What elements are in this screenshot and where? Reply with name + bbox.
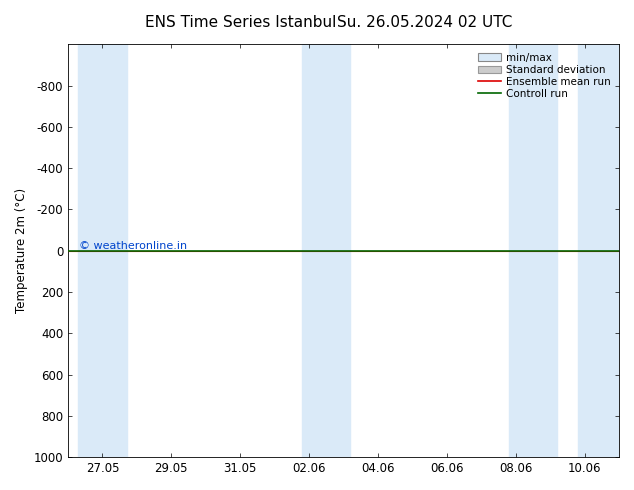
Bar	[79, 45, 127, 457]
Bar	[302, 45, 351, 457]
Text: Su. 26.05.2024 02 UTC: Su. 26.05.2024 02 UTC	[337, 15, 512, 30]
Text: © weatheronline.in: © weatheronline.in	[79, 241, 187, 251]
Bar	[509, 45, 557, 457]
Y-axis label: Temperature 2m (°C): Temperature 2m (°C)	[15, 188, 28, 313]
Legend: min/max, Standard deviation, Ensemble mean run, Controll run: min/max, Standard deviation, Ensemble me…	[475, 49, 614, 102]
Bar	[578, 45, 619, 457]
Text: ENS Time Series Istanbul: ENS Time Series Istanbul	[145, 15, 337, 30]
